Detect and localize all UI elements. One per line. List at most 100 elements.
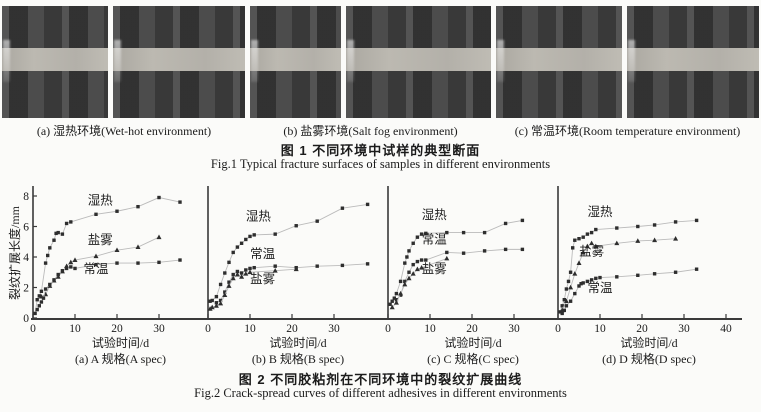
x-tick-label: 0 xyxy=(385,323,391,335)
series-line xyxy=(561,268,697,314)
square-marker xyxy=(64,221,69,226)
square-marker xyxy=(178,258,182,262)
square-marker xyxy=(403,279,407,284)
square-marker xyxy=(445,250,449,255)
triangle-marker xyxy=(222,292,228,298)
square-marker xyxy=(568,299,573,303)
triangle-marker xyxy=(635,238,641,243)
square-marker xyxy=(294,224,298,228)
square-marker xyxy=(64,266,69,271)
square-marker xyxy=(388,302,392,306)
series-line xyxy=(36,259,181,310)
square-marker xyxy=(577,237,581,241)
specimen-upper-half xyxy=(2,6,108,48)
x-axis-label-b: 试验时间/d xyxy=(269,336,327,350)
y-tick-label: 4 xyxy=(23,252,29,264)
square-marker xyxy=(69,265,73,269)
square-marker xyxy=(562,298,566,302)
x-tick-label: 40 xyxy=(720,323,732,335)
square-marker xyxy=(598,275,602,280)
square-marker xyxy=(461,251,466,255)
triangle-marker xyxy=(207,306,213,311)
square-marker xyxy=(231,272,235,277)
square-marker xyxy=(39,300,44,304)
x-axis-label-c: 试验时间/d xyxy=(444,336,502,350)
y-tick-label: 6 xyxy=(23,222,29,234)
square-marker xyxy=(94,262,98,267)
square-marker xyxy=(564,287,569,291)
y-tick-label: 2 xyxy=(23,283,29,295)
square-marker xyxy=(218,282,223,287)
square-marker xyxy=(73,266,77,271)
square-marker xyxy=(210,298,214,303)
square-marker xyxy=(636,273,640,277)
series-wet-hot: 湿热 xyxy=(208,202,370,303)
triangle-marker xyxy=(68,259,74,265)
series-label-wet-hot: 湿热 xyxy=(587,204,613,219)
triangle-marker xyxy=(239,274,245,279)
triangle-marker xyxy=(272,268,278,273)
square-marker xyxy=(564,304,569,308)
square-marker xyxy=(581,235,585,239)
square-marker xyxy=(39,289,44,294)
fracture-photo xyxy=(2,6,108,118)
square-marker xyxy=(411,262,415,267)
square-marker xyxy=(35,307,39,312)
square-marker xyxy=(461,230,466,235)
triangle-marker xyxy=(226,283,232,288)
square-marker xyxy=(394,291,399,296)
specimen-lower-half xyxy=(113,71,245,118)
square-marker xyxy=(223,290,227,294)
square-marker xyxy=(566,279,571,284)
series-line xyxy=(34,197,181,314)
square-marker xyxy=(60,269,65,273)
triangle-marker xyxy=(234,271,240,277)
triangle-marker xyxy=(614,240,620,246)
triangle-marker xyxy=(572,271,578,276)
panel-caption-c: (c) C 规格(C spec) xyxy=(427,352,519,366)
specimen-upper-half xyxy=(113,6,245,48)
triangle-marker xyxy=(568,284,574,290)
square-marker xyxy=(248,266,252,271)
x-axis-label-a: 试验时间/d xyxy=(91,336,150,350)
triangle-marker xyxy=(652,237,658,243)
square-marker xyxy=(273,232,277,236)
square-marker xyxy=(239,241,244,245)
x-tick-label: 30 xyxy=(508,323,520,335)
square-marker xyxy=(445,230,449,235)
square-marker xyxy=(54,231,58,236)
adhesive-band xyxy=(113,48,245,71)
panel-caption-b: (b) B 规格(B spec) xyxy=(251,352,345,366)
series-label-wet-hot: 湿热 xyxy=(246,208,272,223)
square-marker xyxy=(115,209,119,213)
square-marker xyxy=(573,291,577,296)
triangle-marker xyxy=(414,266,420,272)
x-tick-label: 0 xyxy=(30,323,36,335)
photo-caption-salt-fog: (b) 盐雾环境(Salt fog environment) xyxy=(283,124,458,138)
square-marker xyxy=(398,279,403,284)
specimen-upper-half xyxy=(250,6,341,48)
square-marker xyxy=(419,258,424,262)
fracture-photo xyxy=(627,6,759,118)
square-marker xyxy=(52,238,56,242)
square-marker xyxy=(577,284,581,288)
triangle-marker xyxy=(406,275,412,281)
square-marker xyxy=(568,270,573,274)
square-marker xyxy=(48,282,52,287)
square-marker xyxy=(589,278,594,282)
square-marker xyxy=(315,264,319,268)
x-tick-label: 20 xyxy=(466,323,478,335)
x-tick-label: 10 xyxy=(69,323,81,335)
fracture-photo xyxy=(113,6,245,118)
square-marker xyxy=(157,195,161,200)
square-marker xyxy=(56,272,60,277)
adhesive-band xyxy=(627,48,759,71)
triangle-marker xyxy=(93,253,99,259)
square-marker xyxy=(340,263,345,268)
x-tick-label: 10 xyxy=(244,323,256,335)
square-marker xyxy=(227,280,231,284)
triangle-marker xyxy=(576,260,582,265)
square-marker xyxy=(52,278,56,282)
